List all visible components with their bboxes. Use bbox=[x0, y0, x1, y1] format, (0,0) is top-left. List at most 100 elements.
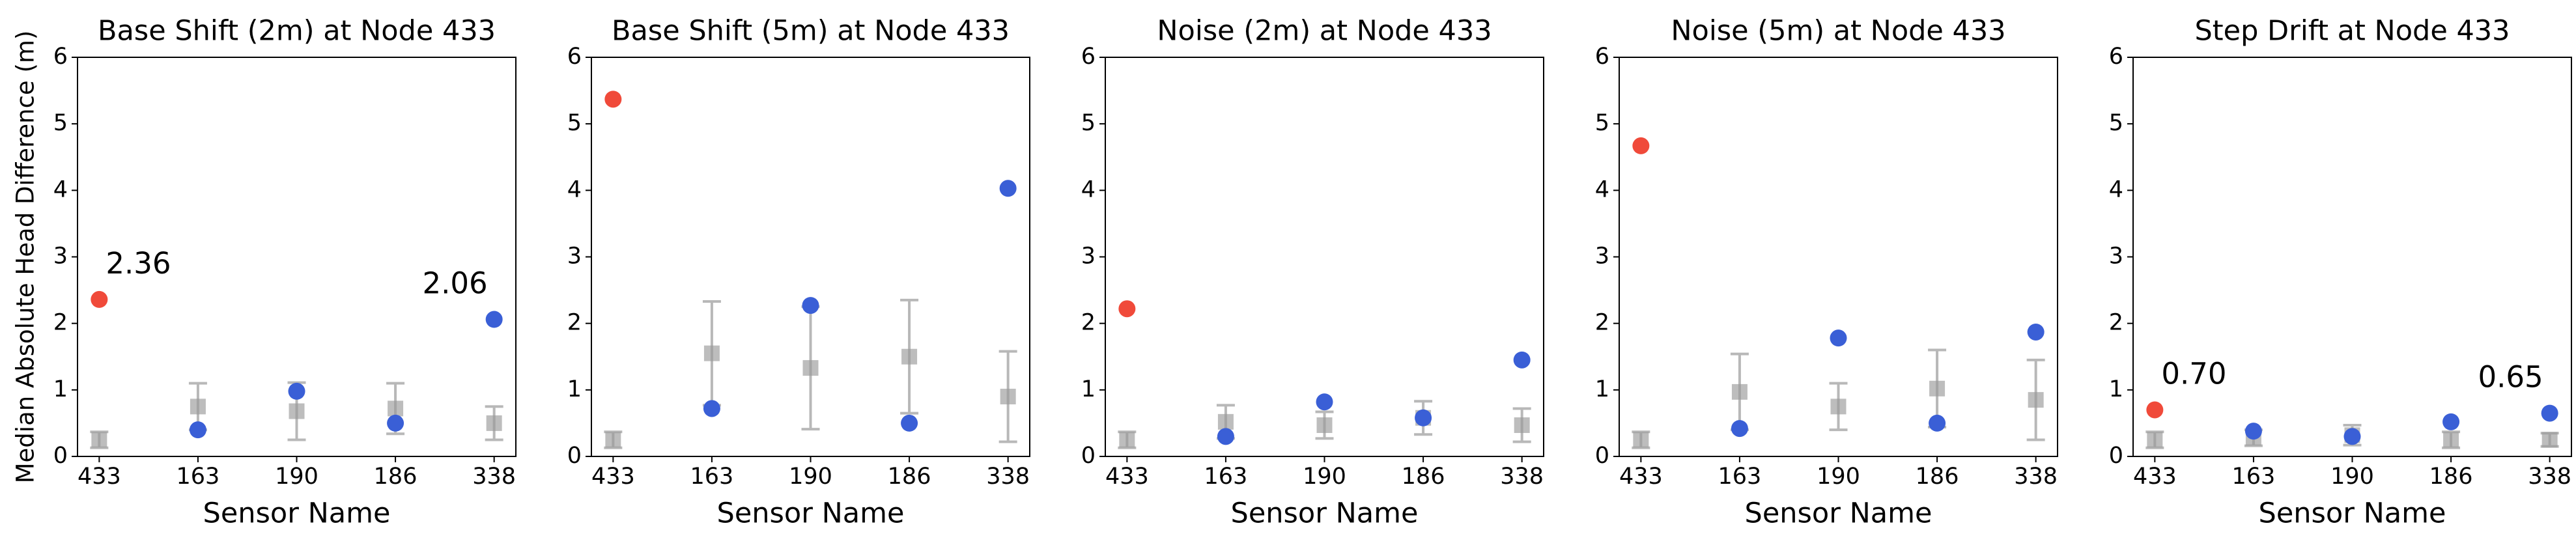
point bbox=[605, 432, 621, 448]
y-tick-label: 2 bbox=[1081, 310, 1096, 336]
value-label: 2.36 bbox=[106, 246, 171, 281]
point bbox=[1830, 329, 1847, 347]
y-tick-label: 1 bbox=[1595, 376, 1609, 402]
x-tick-label: 163 bbox=[177, 464, 220, 490]
x-tick-label: 338 bbox=[2014, 464, 2058, 490]
x-tick-label: 163 bbox=[1718, 464, 1762, 490]
axes-frame bbox=[1619, 57, 2058, 457]
point bbox=[189, 421, 206, 439]
y-tick-label: 2 bbox=[567, 310, 582, 336]
point bbox=[387, 414, 404, 432]
x-tick-label: 338 bbox=[472, 464, 516, 490]
x-tick-label: 163 bbox=[2232, 464, 2276, 490]
y-tick-label: 4 bbox=[1595, 176, 1609, 202]
y-tick-label: 1 bbox=[2109, 376, 2123, 402]
x-tick-label: 433 bbox=[2133, 464, 2177, 490]
x-tick-label: 190 bbox=[275, 464, 318, 490]
y-tick-label: 6 bbox=[53, 44, 68, 70]
x-tick-label: 186 bbox=[1916, 464, 1959, 490]
y-tick-label: 3 bbox=[567, 244, 582, 270]
y-tick-label: 0 bbox=[1081, 443, 1096, 469]
point bbox=[91, 432, 107, 448]
point bbox=[190, 398, 206, 415]
y-tick-label: 1 bbox=[1081, 376, 1096, 402]
y-tick-label: 3 bbox=[53, 244, 68, 270]
chart-title: Noise (2m) at Node 433 bbox=[1157, 15, 1492, 48]
x-axis-label: Sensor Name bbox=[1231, 497, 1419, 530]
point bbox=[1316, 417, 1333, 433]
y-tick-label: 0 bbox=[567, 443, 582, 469]
chart-title: Base Shift (2m) at Node 433 bbox=[98, 15, 496, 48]
point bbox=[703, 400, 720, 417]
point bbox=[802, 360, 819, 376]
x-tick-label: 190 bbox=[789, 464, 832, 490]
x-tick-label: 163 bbox=[1204, 464, 1248, 490]
y-tick-label: 5 bbox=[2109, 110, 2123, 136]
point bbox=[2443, 432, 2459, 448]
x-axis-label: Sensor Name bbox=[717, 497, 905, 530]
y-tick-label: 1 bbox=[567, 376, 582, 402]
y-tick-label: 2 bbox=[53, 310, 68, 336]
x-tick-label: 186 bbox=[374, 464, 418, 490]
x-tick-label: 186 bbox=[888, 464, 931, 490]
point bbox=[1929, 414, 1946, 432]
chart-title: Base Shift (5m) at Node 433 bbox=[612, 15, 1010, 48]
y-tick-label: 4 bbox=[1081, 176, 1096, 202]
x-axis-label: Sensor Name bbox=[2259, 497, 2446, 530]
x-tick-label: 186 bbox=[2429, 464, 2473, 490]
y-tick-label: 0 bbox=[2109, 443, 2123, 469]
y-tick-label: 6 bbox=[567, 44, 582, 70]
point bbox=[1118, 300, 1136, 318]
point bbox=[901, 414, 918, 432]
point bbox=[91, 290, 108, 308]
point bbox=[802, 297, 819, 314]
point bbox=[2244, 423, 2262, 440]
value-label: 0.65 bbox=[2478, 360, 2543, 395]
point bbox=[2147, 432, 2163, 448]
point bbox=[288, 382, 305, 400]
point bbox=[2442, 413, 2460, 430]
value-label: 2.06 bbox=[422, 266, 487, 301]
y-tick-label: 0 bbox=[53, 443, 68, 469]
y-tick-label: 3 bbox=[1081, 244, 1096, 270]
point bbox=[1731, 420, 1748, 438]
point bbox=[999, 180, 1017, 197]
chart-title: Noise (5m) at Node 433 bbox=[1671, 15, 2005, 48]
point bbox=[388, 400, 404, 417]
point bbox=[2028, 392, 2044, 408]
x-tick-label: 186 bbox=[1402, 464, 1445, 490]
y-tick-label: 1 bbox=[53, 376, 68, 402]
point bbox=[1415, 409, 1432, 426]
y-tick-label: 2 bbox=[2109, 310, 2123, 336]
x-axis-label: Sensor Name bbox=[203, 497, 391, 530]
y-axis-label: Median Absolute Head Difference (m) bbox=[12, 31, 40, 484]
x-tick-label: 433 bbox=[78, 464, 121, 490]
y-tick-label: 5 bbox=[567, 110, 582, 136]
x-tick-label: 163 bbox=[690, 464, 734, 490]
x-tick-label: 338 bbox=[2528, 464, 2571, 490]
y-tick-label: 4 bbox=[2109, 176, 2123, 202]
x-axis-label: Sensor Name bbox=[1745, 497, 1932, 530]
point bbox=[289, 403, 305, 419]
y-tick-label: 3 bbox=[2109, 244, 2123, 270]
point bbox=[2541, 432, 2558, 448]
point bbox=[604, 91, 622, 108]
point bbox=[1119, 432, 1135, 448]
point bbox=[485, 311, 503, 328]
point bbox=[1316, 393, 1333, 411]
y-tick-label: 6 bbox=[1595, 44, 1609, 70]
point bbox=[2343, 428, 2361, 445]
point bbox=[1633, 432, 1649, 448]
axes-frame bbox=[77, 57, 517, 457]
x-tick-label: 433 bbox=[1619, 464, 1663, 490]
x-tick-label: 338 bbox=[986, 464, 1030, 490]
y-tick-label: 5 bbox=[1081, 110, 1096, 136]
point bbox=[901, 348, 918, 365]
point bbox=[2146, 401, 2164, 419]
x-tick-label: 190 bbox=[2330, 464, 2374, 490]
point bbox=[2541, 404, 2558, 422]
axes-frame bbox=[591, 57, 1030, 457]
axes-frame bbox=[1105, 57, 1544, 457]
x-tick-label: 433 bbox=[591, 464, 635, 490]
